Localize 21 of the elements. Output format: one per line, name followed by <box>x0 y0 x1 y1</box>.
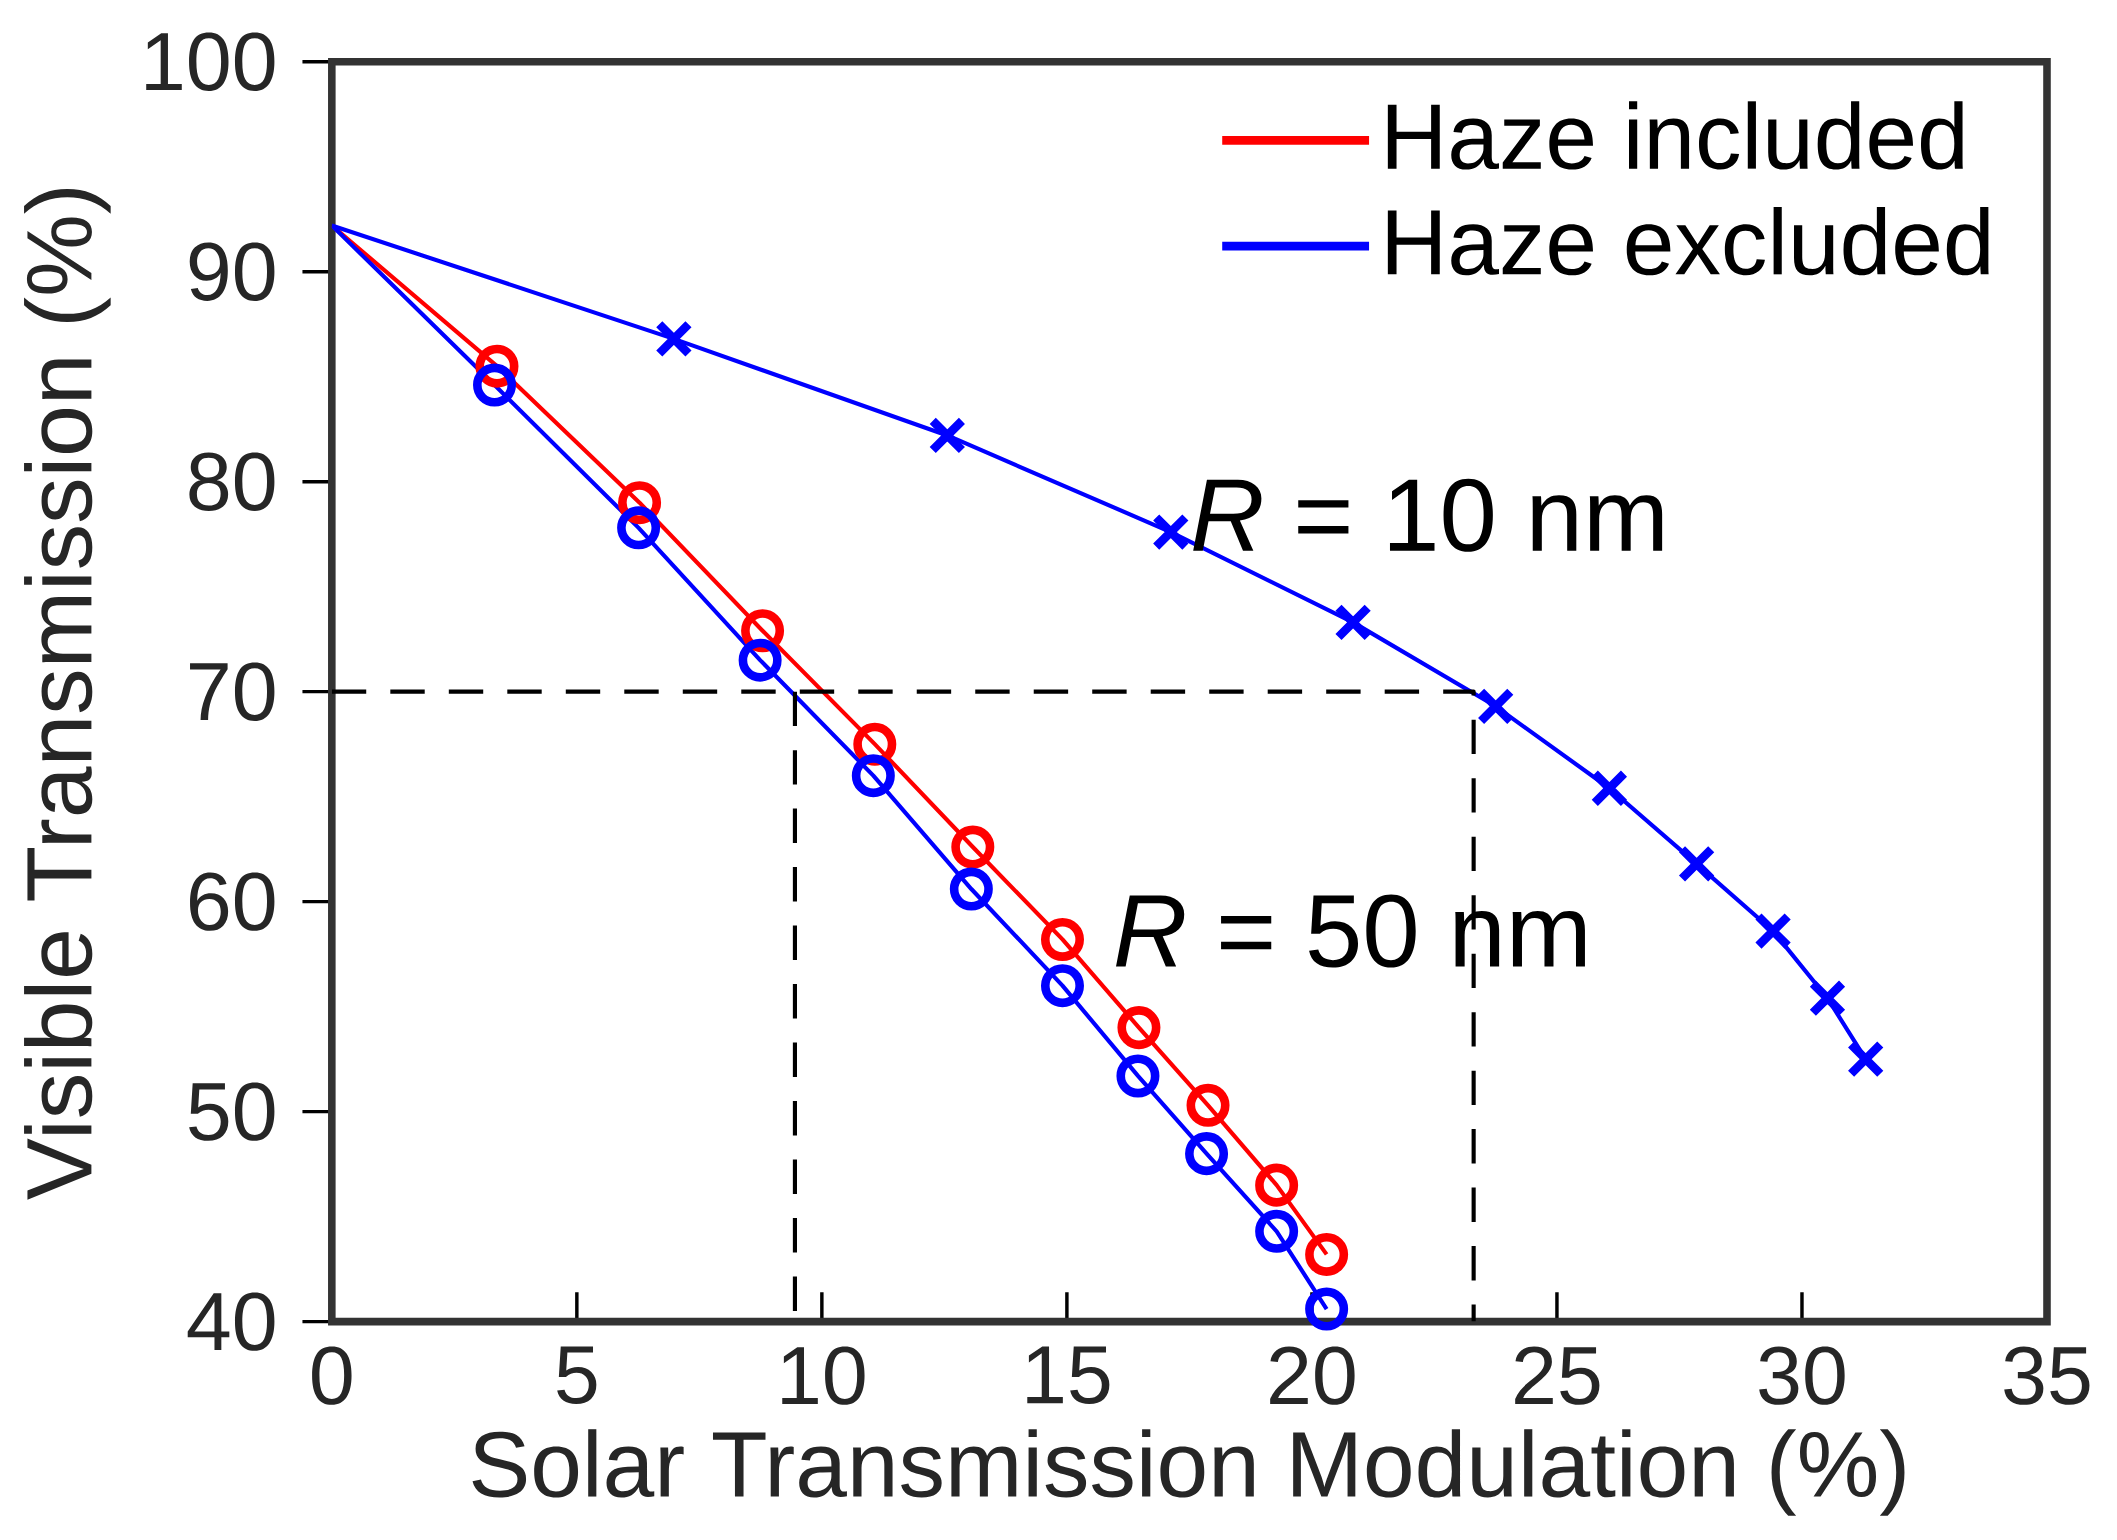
legend-label: Haze included <box>1387 101 1963 170</box>
x-tick-label: 15 <box>1027 1346 1110 1405</box>
y-tick-label: 70 <box>190 662 275 721</box>
x-axis-title: Solar Transmission Modulation (%) <box>472 1429 1905 1516</box>
annotation: R = 50 nm <box>1116 894 1585 968</box>
x-tick-label: 20 <box>1270 1346 1355 1405</box>
legend-label: Haze excluded <box>1387 207 1989 276</box>
x-tick-label: 25 <box>1515 1346 1600 1405</box>
y-tick-label: 90 <box>189 242 275 301</box>
x-tick-label: 35 <box>2004 1346 2090 1405</box>
x-tick-label: 10 <box>782 1346 865 1405</box>
x-tick-label: 0 <box>312 1346 352 1405</box>
x-tick-label: 5 <box>557 1346 597 1405</box>
x-tick-label: 30 <box>1759 1346 1845 1405</box>
y-tick-label: 80 <box>189 452 275 511</box>
y-tick-label: 40 <box>187 1292 275 1351</box>
y-tick-label: 60 <box>190 872 275 931</box>
y-tick-label: 50 <box>189 1082 275 1141</box>
annotation: R = 10 nm <box>1193 478 1663 552</box>
y-tick-label: 100 <box>146 32 275 91</box>
y-axis-title: Visible Transmission (%) <box>24 189 111 1200</box>
